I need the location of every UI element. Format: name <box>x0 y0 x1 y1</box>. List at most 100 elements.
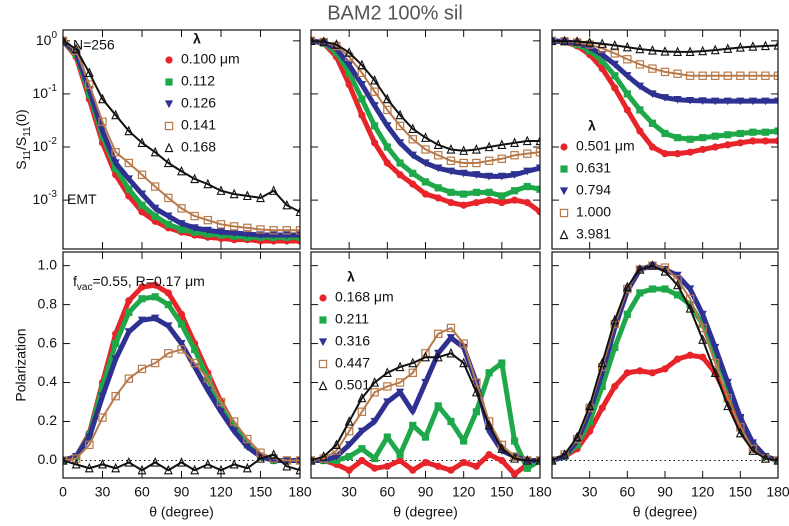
marker <box>383 159 391 167</box>
marker <box>371 464 379 472</box>
marker <box>522 135 532 146</box>
marker <box>395 361 405 372</box>
marker <box>191 228 199 236</box>
marker <box>282 460 292 471</box>
legend-label: 0.141 <box>181 117 216 133</box>
marker <box>177 204 186 213</box>
marker <box>673 355 682 363</box>
marker <box>319 36 329 46</box>
y-tick-label: 10-2 <box>33 136 58 154</box>
marker <box>724 141 732 149</box>
marker <box>190 464 200 475</box>
marker <box>572 36 582 46</box>
marker <box>382 93 392 104</box>
marker <box>673 96 682 104</box>
marker <box>124 374 134 383</box>
marker <box>112 339 120 348</box>
marker <box>723 378 732 387</box>
marker <box>243 223 252 233</box>
series-line <box>311 352 540 462</box>
marker <box>125 308 133 316</box>
marker <box>471 386 481 397</box>
marker <box>736 129 744 138</box>
text-part: (0) <box>13 109 29 126</box>
marker <box>459 145 469 155</box>
marker <box>484 419 494 430</box>
marker <box>723 43 733 53</box>
marker <box>243 230 252 239</box>
y-tick-label: 0.4 <box>38 373 58 389</box>
marker <box>85 80 94 89</box>
marker <box>383 462 391 470</box>
marker <box>685 46 695 57</box>
marker <box>761 97 770 106</box>
legend-marker <box>559 229 569 240</box>
marker <box>623 90 631 98</box>
marker <box>124 175 133 184</box>
marker <box>177 339 186 348</box>
marker <box>371 454 379 463</box>
marker <box>151 212 159 220</box>
marker <box>383 122 392 130</box>
series-line <box>552 39 778 77</box>
text-part: =0.55, R=0.17 μm <box>92 273 204 289</box>
x-axis-label: θ (degree) <box>149 504 214 520</box>
marker <box>497 172 506 181</box>
marker <box>661 129 669 138</box>
marker <box>409 421 417 429</box>
marker <box>598 382 606 391</box>
text-part: S <box>13 160 29 169</box>
script-text: 0 <box>51 30 57 41</box>
marker <box>636 289 644 297</box>
marker <box>408 151 417 160</box>
legend-label: 0.501 <box>335 377 370 393</box>
marker <box>311 35 316 45</box>
marker <box>447 466 455 474</box>
marker <box>459 339 468 348</box>
panel: 0 30 60 90 120 150 180 0.0 0.2 0.4 0.6 0.8 1.0 fvac=0… <box>13 251 312 520</box>
marker <box>572 431 582 442</box>
marker <box>648 64 657 73</box>
marker <box>163 464 173 475</box>
marker <box>409 180 417 188</box>
marker <box>699 353 707 361</box>
marker <box>164 322 173 331</box>
marker <box>484 141 494 152</box>
marker <box>151 204 160 213</box>
x-tick-label: 150 <box>490 484 514 500</box>
marker <box>660 67 670 77</box>
marker <box>371 139 379 147</box>
marker <box>560 35 570 46</box>
marker <box>447 188 455 196</box>
marker <box>243 434 252 444</box>
series-group <box>63 35 300 245</box>
marker <box>395 121 405 131</box>
marker <box>773 455 778 465</box>
marker <box>98 117 107 126</box>
marker <box>484 156 494 166</box>
marker <box>485 172 494 181</box>
marker <box>498 192 506 200</box>
marker <box>748 97 757 106</box>
marker <box>434 164 443 173</box>
marker <box>138 283 146 291</box>
marker <box>256 453 265 463</box>
legend-label: 0.126 <box>181 95 216 111</box>
marker <box>748 41 758 51</box>
marker <box>748 445 758 455</box>
marker <box>177 165 186 176</box>
marker <box>137 464 147 475</box>
marker <box>711 143 719 151</box>
marker <box>485 188 493 196</box>
marker <box>395 109 405 120</box>
marker <box>84 67 94 77</box>
marker <box>383 398 392 407</box>
marker <box>190 224 199 232</box>
marker <box>623 72 632 80</box>
marker <box>698 310 707 319</box>
marker <box>698 97 707 105</box>
marker <box>150 146 160 157</box>
legend-marker <box>318 338 328 347</box>
marker <box>552 455 557 465</box>
